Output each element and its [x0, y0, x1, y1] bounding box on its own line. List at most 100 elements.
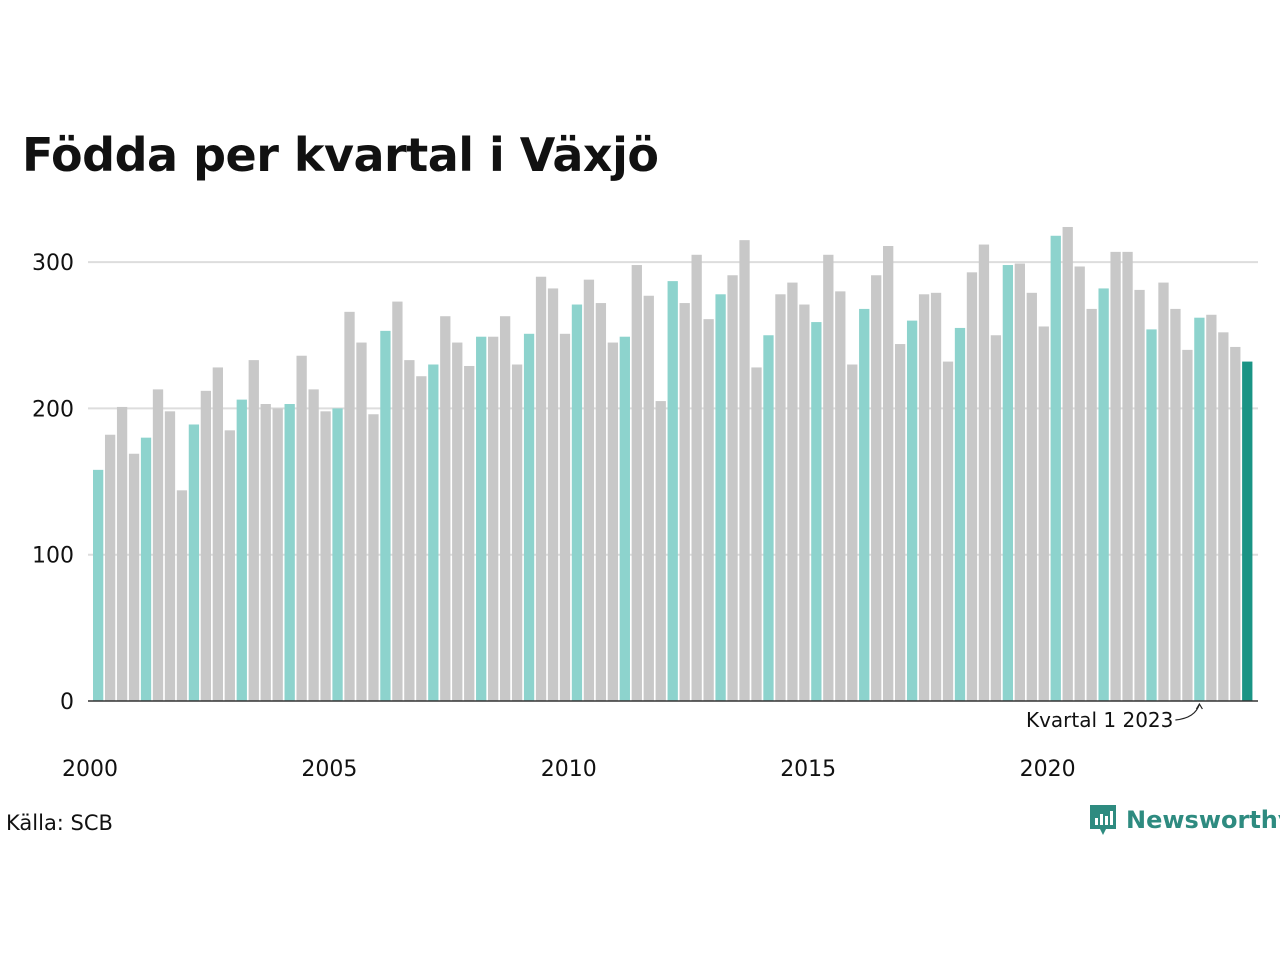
- bar: [1218, 332, 1229, 701]
- bar-chart: 0 100 200 300 2000 2005 2010 2015 2020 Kvartal …: [32, 226, 1258, 782]
- brand-logo[interactable]: Newsworthy: [1088, 803, 1280, 837]
- bar: [499, 316, 511, 701]
- bar: [942, 361, 954, 701]
- bar: [631, 265, 642, 701]
- bar: [511, 364, 523, 701]
- bar: [655, 401, 666, 701]
- bar: [200, 390, 212, 701]
- bar: [1110, 251, 1121, 702]
- bar: [428, 364, 439, 701]
- y-tick-label: 0: [60, 690, 74, 715]
- y-tick-label: 300: [32, 251, 74, 276]
- bar: [607, 342, 619, 701]
- bar: [1134, 289, 1145, 701]
- bar: [308, 389, 319, 701]
- chart-title: Födda per kvartal i Växjö: [22, 128, 659, 182]
- bar: [739, 240, 750, 701]
- bar: [595, 303, 607, 701]
- bar: [1038, 326, 1049, 701]
- bar: [452, 342, 463, 701]
- bar: [1026, 292, 1037, 701]
- x-tick-label: 2020: [1020, 757, 1076, 782]
- y-axis-ticks: 0 100 200 300: [32, 251, 74, 715]
- source-note: Källa: SCB: [6, 811, 113, 835]
- bar: [883, 246, 894, 701]
- bar: [368, 414, 379, 701]
- bar: [320, 411, 331, 701]
- bar: [1074, 266, 1085, 701]
- bar: [116, 406, 128, 701]
- bar: [356, 342, 367, 701]
- bar: [727, 275, 738, 701]
- bar: [930, 292, 942, 701]
- bar: [380, 330, 391, 701]
- x-tick-label: 2010: [541, 757, 597, 782]
- x-tick-label: 2005: [301, 757, 357, 782]
- bar: [823, 254, 834, 701]
- bar: [583, 279, 595, 701]
- bar: [440, 316, 451, 701]
- bar: [763, 335, 774, 701]
- bar: [248, 360, 259, 701]
- brand-name: Newsworthy: [1126, 806, 1280, 834]
- bar: [1014, 263, 1025, 701]
- bar: [954, 327, 966, 701]
- bar: [859, 308, 870, 701]
- bar: [164, 411, 176, 701]
- bar: [559, 333, 571, 701]
- bar: [715, 294, 726, 701]
- annotation-label: Kvartal 1 2023: [1026, 708, 1173, 732]
- bar: [835, 291, 846, 701]
- bar: [1194, 317, 1205, 701]
- bar: [224, 430, 235, 701]
- bar: [918, 294, 930, 701]
- bar: [1062, 226, 1073, 702]
- bar: [751, 367, 762, 701]
- bar: [1170, 308, 1181, 701]
- bar: [703, 319, 714, 701]
- bar: [1242, 361, 1253, 701]
- bar: [260, 404, 271, 701]
- bar: [93, 469, 104, 701]
- bar: [1158, 282, 1169, 701]
- x-axis-ticks: 2000 2005 2010 2015 2020: [62, 757, 1076, 782]
- bar: [332, 408, 343, 701]
- y-tick-label: 100: [32, 544, 74, 569]
- bar: [272, 408, 283, 701]
- bar: [1002, 265, 1014, 701]
- bar: [416, 376, 427, 701]
- bar: [488, 336, 499, 701]
- bar: [284, 404, 295, 701]
- y-tick-label: 200: [32, 397, 74, 422]
- bar: [847, 364, 858, 701]
- bar: [535, 276, 547, 701]
- bar: [344, 311, 355, 701]
- bar: [787, 282, 798, 701]
- bar: [1086, 308, 1097, 701]
- bar: [236, 399, 247, 701]
- bar: [894, 344, 906, 701]
- bar: [571, 304, 583, 701]
- bar: [392, 301, 403, 701]
- bar: [296, 355, 307, 701]
- bar: [691, 254, 702, 701]
- bar: [906, 320, 918, 701]
- bar: [104, 434, 116, 701]
- bar: [1098, 288, 1109, 701]
- bar: [775, 294, 786, 701]
- bar: [990, 335, 1002, 701]
- x-tick-label: 2015: [780, 757, 836, 782]
- x-tick-label: 2000: [62, 757, 118, 782]
- newsworthy-logo-icon: [1090, 805, 1116, 835]
- bar: [1230, 346, 1241, 701]
- bar: [811, 322, 822, 701]
- bar: [152, 389, 164, 701]
- bar: [799, 304, 810, 701]
- bar: [1122, 251, 1133, 702]
- bar: [1050, 235, 1061, 701]
- bar: [978, 244, 990, 702]
- annotation: Kvartal 1 2023: [1026, 702, 1203, 732]
- bar: [547, 288, 559, 701]
- bar: [619, 336, 630, 701]
- bar: [404, 360, 415, 701]
